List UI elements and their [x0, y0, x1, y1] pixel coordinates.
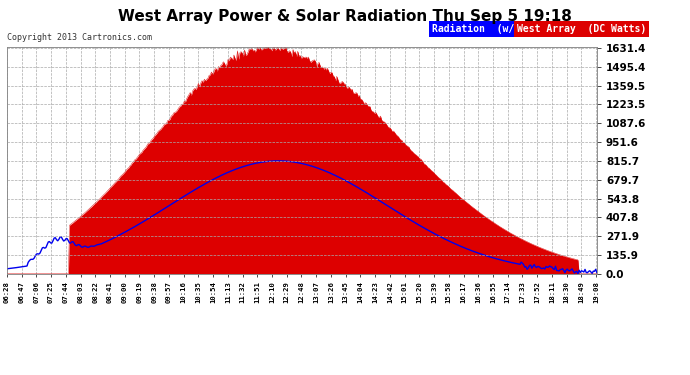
- Text: Radiation  (w/m2): Radiation (w/m2): [432, 24, 531, 34]
- Text: Copyright 2013 Cartronics.com: Copyright 2013 Cartronics.com: [8, 33, 152, 42]
- Text: West Array  (DC Watts): West Array (DC Watts): [518, 24, 647, 34]
- Text: West Array Power & Solar Radiation Thu Sep 5 19:18: West Array Power & Solar Radiation Thu S…: [118, 9, 572, 24]
